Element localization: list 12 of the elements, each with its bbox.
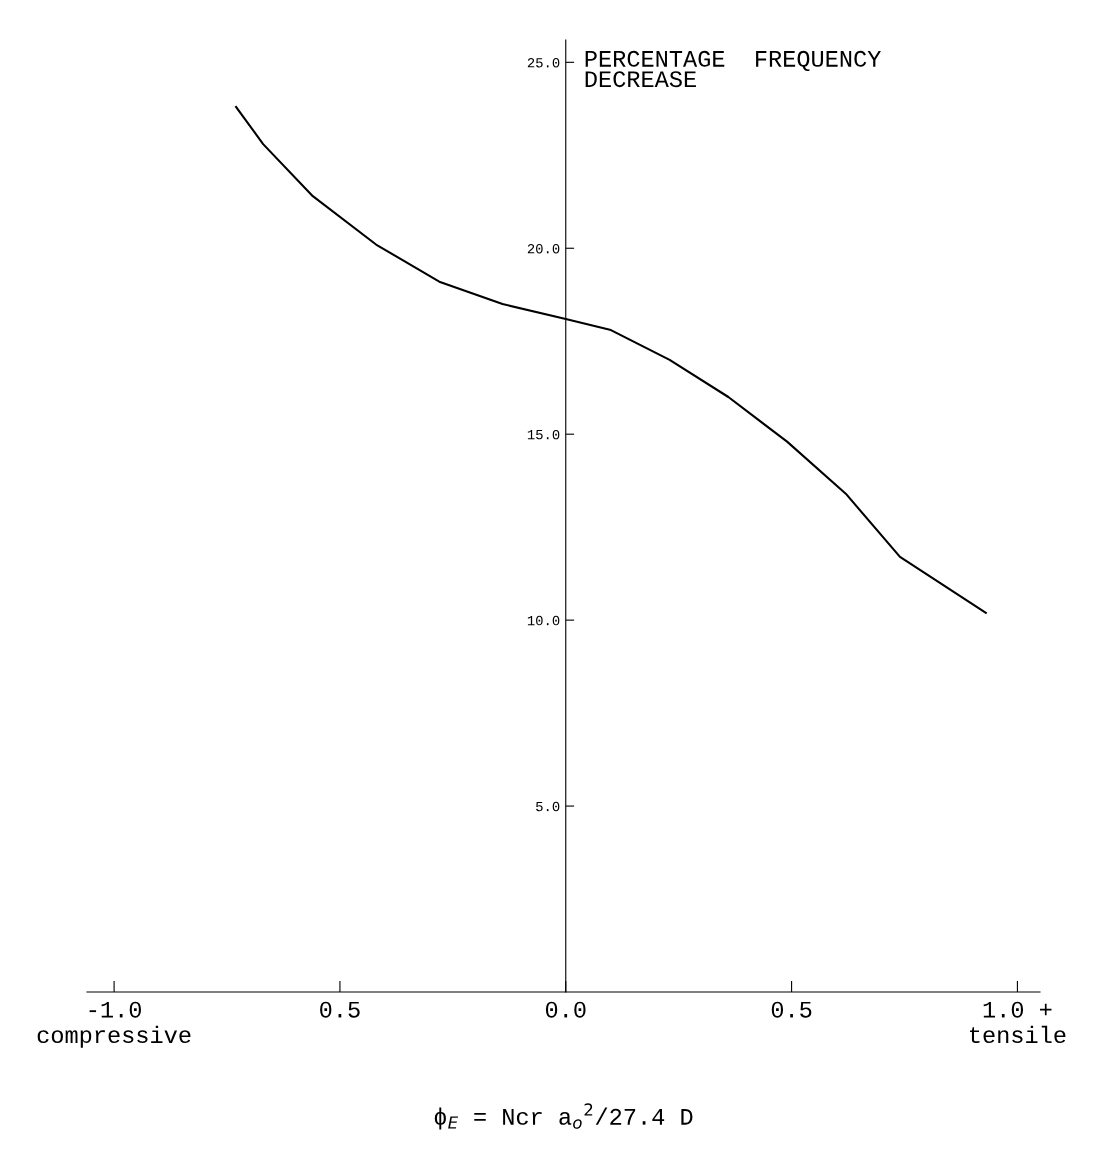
- x-tick-label: 1.0 + tensile: [970, 1001, 1066, 1044]
- x-tick-label: -1.0 compressive: [37, 1001, 191, 1048]
- x-axis-title: ϕ$_{E}$ = Ncr a$_{o}$$^{2}$/27.4 D: [434, 1103, 693, 1130]
- x-tick-label: 0.5: [320, 1001, 360, 1018]
- x-tick-label: 0.5: [771, 1001, 812, 1018]
- y-tick-label: 25.0: [527, 58, 560, 68]
- y-tick-label: 10.0: [527, 615, 560, 626]
- y-axis-title: PERCENTAGE FREQUENCY DECREASE: [585, 50, 881, 88]
- x-tick-label: 0.0: [545, 1001, 586, 1018]
- y-tick-label: 5.0: [536, 801, 560, 812]
- y-tick-label: 15.0: [527, 429, 560, 440]
- y-tick-label: 20.0: [527, 243, 560, 254]
